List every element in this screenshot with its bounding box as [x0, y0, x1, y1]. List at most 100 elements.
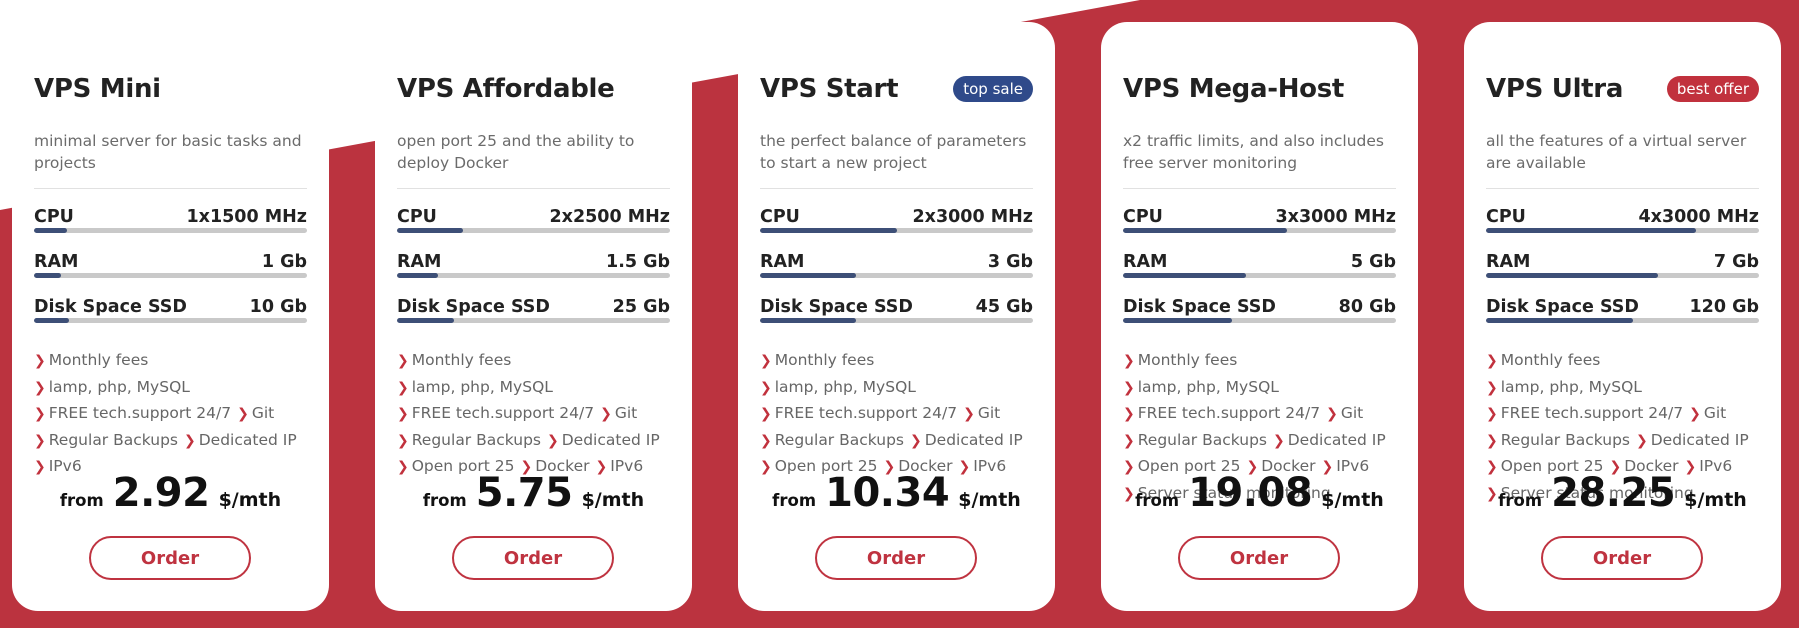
spec-value: 2x2500 MHz	[549, 207, 670, 227]
feature-item: ❯ IPv6	[34, 454, 82, 481]
plan-card-affordable: VPS Affordable open port 25 and the abil…	[375, 22, 692, 611]
plan-description: open port 25 and the ability to deploy D…	[397, 132, 635, 172]
spec-name: CPU	[397, 207, 437, 227]
spec-value: 7 Gb	[1713, 252, 1759, 272]
order-button[interactable]: Order	[1541, 536, 1703, 580]
feature-item: ❯ Dedicated IP	[1273, 428, 1386, 455]
feature-item: ❯ Monthly fees	[1123, 348, 1237, 375]
price: from 28.25 $/mth	[1464, 470, 1781, 516]
price: from 5.75 $/mth	[375, 470, 692, 516]
feature-label: Dedicated IP	[1650, 430, 1749, 449]
chevron-right-icon: ❯	[1326, 406, 1338, 422]
feature-item: ❯ FREE tech.support 24/7	[397, 401, 594, 428]
feature-label: Dedicated IP	[561, 430, 660, 449]
price-from: from	[1498, 491, 1543, 510]
plan-name: VPS Mega-Host	[1123, 74, 1345, 104]
spec-bar	[34, 273, 307, 278]
price-unit: $/mth	[958, 489, 1021, 511]
chevron-right-icon: ❯	[34, 353, 46, 369]
feature-label: FREE tech.support 24/7	[774, 404, 958, 422]
feature-label: FREE tech.support 24/7	[48, 404, 232, 422]
chevron-right-icon: ❯	[237, 406, 249, 422]
feature-label: lamp, php, MySQL	[48, 377, 190, 396]
plan-description: all the features of a virtual server are…	[1486, 132, 1747, 172]
price-unit: $/mth	[1321, 489, 1384, 511]
chevron-right-icon: ❯	[760, 379, 772, 396]
price-amount: 10.34	[825, 470, 950, 516]
chevron-right-icon: ❯	[1486, 406, 1498, 422]
spec-bar-fill	[1123, 273, 1246, 278]
plan-description: minimal server for basic tasks and proje…	[34, 132, 302, 172]
spec-bar-fill	[34, 228, 67, 233]
chevron-right-icon: ❯	[34, 406, 46, 422]
price: from 19.08 $/mth	[1101, 470, 1418, 516]
price-from: from	[1135, 491, 1180, 510]
feature-item: ❯ lamp, php, MySQL	[34, 375, 190, 402]
chevron-right-icon: ❯	[1123, 432, 1135, 449]
spec-bar	[397, 273, 670, 278]
chevron-right-icon: ❯	[1636, 432, 1648, 449]
spec-name: CPU	[1123, 207, 1163, 227]
chevron-right-icon: ❯	[958, 459, 971, 475]
card-header: VPS Mini	[34, 76, 307, 112]
order-button[interactable]: Order	[1178, 536, 1340, 580]
spec-disk: Disk Space SSD 10 Gb	[34, 279, 307, 324]
feature-item: ❯ FREE tech.support 24/7	[1486, 401, 1683, 428]
spec-value: 5 Gb	[1350, 252, 1396, 272]
chevron-right-icon: ❯	[1123, 379, 1135, 396]
feature-label: Dedicated IP	[1287, 430, 1386, 449]
price-unit: $/mth	[1684, 489, 1747, 511]
feature-item: ❯ IPv6	[959, 454, 1007, 481]
order-button[interactable]: Order	[452, 536, 614, 580]
spec-bar-fill	[397, 318, 455, 323]
price-unit: $/mth	[218, 489, 282, 511]
feature-label: Regular Backups	[48, 430, 179, 449]
chevron-right-icon: ❯	[883, 459, 896, 475]
spec-name: Disk Space SSD	[760, 297, 913, 317]
spec-disk: Disk Space SSD 120 Gb	[1486, 279, 1759, 324]
spec-value: 10 Gb	[249, 297, 307, 317]
feature-label: Regular Backups	[1500, 430, 1631, 449]
chevron-right-icon: ❯	[1684, 459, 1697, 475]
plan-description: the perfect balance of parameters to sta…	[760, 132, 1027, 172]
feature-item: ❯ Git	[237, 401, 274, 428]
feature-item: ❯ lamp, php, MySQL	[1123, 375, 1279, 402]
feature-item: ❯ Docker	[520, 454, 589, 481]
feature-label: Git	[614, 404, 638, 422]
price: from 10.34 $/mth	[738, 470, 1055, 516]
chevron-right-icon: ❯	[1273, 432, 1285, 449]
chevron-right-icon: ❯	[397, 379, 409, 396]
feature-label: IPv6	[1336, 457, 1370, 475]
price: from 2.92 $/mth	[12, 470, 329, 516]
feature-label: Dedicated IP	[924, 430, 1023, 449]
price-from: from	[59, 491, 104, 510]
spec-bar	[1486, 318, 1759, 323]
spec-value: 1x1500 MHz	[186, 207, 307, 227]
order-button[interactable]: Order	[815, 536, 977, 580]
feature-label: Docker	[1261, 457, 1316, 475]
price-unit: $/mth	[581, 489, 645, 511]
order-button[interactable]: Order	[89, 536, 251, 580]
spec-bar-fill	[760, 318, 856, 323]
feature-label: Dedicated IP	[198, 430, 297, 449]
spec-bar-fill	[760, 228, 897, 233]
feature-item: ❯ Monthly fees	[34, 348, 148, 375]
spec-value: 80 Gb	[1338, 297, 1396, 317]
chevron-right-icon: ❯	[184, 432, 196, 449]
feature-label: Git	[1703, 404, 1727, 422]
feature-label: Monthly fees	[48, 351, 149, 369]
feature-item: ❯ Git	[600, 401, 637, 428]
feature-label: Server status monitoring	[1500, 483, 1694, 502]
chevron-right-icon: ❯	[1123, 353, 1135, 369]
feature-item: ❯ Git	[963, 401, 1000, 428]
chevron-right-icon: ❯	[760, 406, 772, 422]
feature-label: FREE tech.support 24/7	[1137, 404, 1321, 422]
chevron-right-icon: ❯	[34, 432, 46, 449]
feature-label: FREE tech.support 24/7	[1500, 404, 1684, 422]
feature-item: ❯ Server status monitoring	[1123, 481, 1331, 508]
spec-bar	[760, 318, 1033, 323]
spec-bar	[34, 228, 307, 233]
feature-item: ❯ Dedicated IP	[1636, 428, 1749, 455]
chevron-right-icon: ❯	[1486, 459, 1498, 475]
feature-item: ❯ IPv6	[596, 454, 644, 481]
